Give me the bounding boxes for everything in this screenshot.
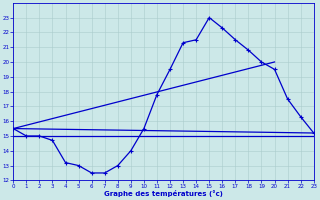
X-axis label: Graphe des températures (°c): Graphe des températures (°c) bbox=[104, 190, 223, 197]
